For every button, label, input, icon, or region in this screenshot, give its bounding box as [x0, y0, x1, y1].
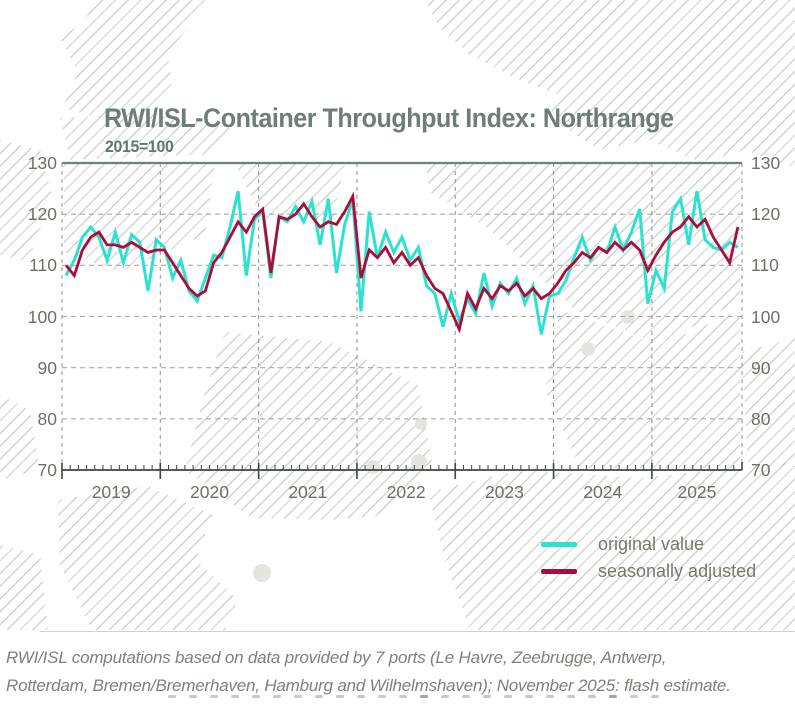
bottom-mark: [231, 695, 239, 698]
bottom-mark: [588, 695, 596, 698]
y-axis-label-right: 100: [751, 306, 781, 327]
bottom-mark: [609, 695, 617, 698]
y-axis-label-right: 70: [751, 460, 771, 480]
bottom-mark: [189, 695, 197, 698]
bottom-mark: [399, 695, 407, 698]
map-city-dot: [411, 454, 427, 470]
chart-title: RWI/ISL-Container Throughput Index: Nort…: [104, 103, 674, 133]
legend-row-original: original value: [541, 531, 756, 558]
bottom-mark: [252, 695, 260, 698]
map-city-dot: [415, 418, 427, 430]
bottom-mark: [378, 695, 386, 698]
original-value-swatch-icon: [541, 542, 577, 547]
bottom-mark: [294, 695, 302, 698]
x-axis-label-2024: 2024: [583, 482, 623, 502]
line-chart-plot: [61, 161, 743, 479]
bottom-mark: [168, 695, 176, 698]
seasonally-adjusted-swatch-icon: [541, 569, 577, 574]
bottom-mark: [504, 695, 512, 698]
y-axis-label-right: 120: [751, 204, 781, 225]
bottom-mark: [462, 695, 470, 698]
x-axis-label-2021: 2021: [288, 482, 328, 502]
y-axis-label-right: 110: [751, 255, 779, 276]
bottom-mark: [525, 695, 533, 698]
map-hatch-bottomright: [428, 462, 795, 630]
bottom-mark: [567, 695, 575, 698]
source-note-line-1: RWI/ISL computations based on data provi…: [6, 648, 667, 667]
map-city-dot: [253, 564, 271, 582]
seasonally-adjusted-line: [65, 191, 740, 334]
source-note: RWI/ISL computations based on data provi…: [6, 644, 786, 700]
x-axis-label-2023: 2023: [484, 482, 524, 502]
y-axis-label-left: 120: [27, 204, 57, 225]
legend-row-adjusted: seasonally adjusted: [541, 558, 756, 585]
europe-map-background: [0, 0, 795, 632]
y-axis-label-left: 90: [37, 357, 57, 378]
source-note-line-2: Rotterdam, Bremen/Bremerhaven, Hamburg a…: [6, 676, 731, 695]
bottom-mark: [483, 695, 491, 698]
map-city-dot: [581, 342, 595, 356]
y-axis-label-left: 80: [37, 408, 57, 429]
x-axis-label-2025: 2025: [677, 482, 717, 502]
bottom-mark: [630, 695, 638, 698]
bottom-mark: [357, 695, 365, 698]
chart-legend: original value seasonally adjusted: [541, 531, 756, 585]
original-value-line: [64, 190, 739, 335]
map-hatch-right-mid: [742, 338, 795, 470]
chart-subtitle: 2015=100: [105, 137, 174, 156]
legend-label-original: original value: [598, 534, 705, 554]
map-hatch-bottomleft-corner: [0, 545, 48, 630]
bottom-mark: [441, 695, 449, 698]
bottom-mark: [651, 695, 659, 698]
bottom-mark: [210, 695, 218, 698]
map-city-dot: [621, 310, 635, 324]
y-axis-label-left: 130: [27, 153, 57, 173]
y-axis-label-right: 80: [751, 408, 771, 429]
map-bottom-edge-line: [40, 631, 795, 632]
bottom-mark: [420, 695, 428, 698]
bottom-mark: [273, 695, 281, 698]
y-axis-label-right: 130: [751, 153, 781, 173]
x-axis-label-2019: 2019: [91, 482, 131, 502]
x-axis-label-2020: 2020: [190, 482, 229, 502]
y-axis-label-left: 70: [37, 460, 57, 480]
y-axis-label-right: 90: [751, 357, 771, 378]
legend-label-adjusted: seasonally adjusted: [598, 561, 757, 581]
cropped-bottom-marks: [0, 695, 795, 701]
bottom-mark: [315, 695, 323, 698]
x-axis-label-2022: 2022: [386, 482, 426, 502]
bottom-mark: [336, 695, 344, 698]
y-axis-label-left: 110: [29, 255, 57, 276]
bottom-mark: [546, 695, 554, 698]
y-axis-label-left: 100: [27, 306, 57, 327]
